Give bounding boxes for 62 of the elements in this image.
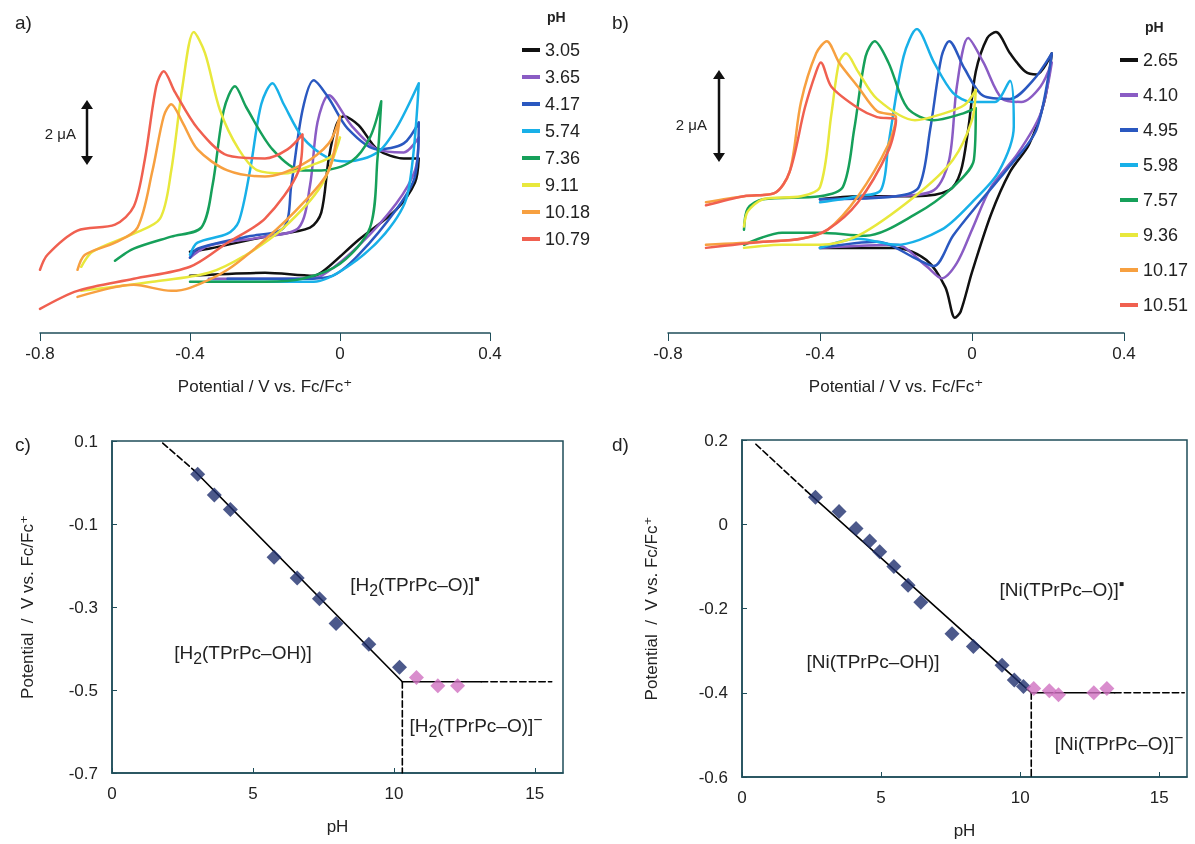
y-tick-label: -0.2 (698, 599, 728, 618)
y-tick-label: -0.6 (698, 767, 728, 787)
y-tick-label: -0.7 (68, 763, 98, 783)
x-tick-label: 10 (1010, 788, 1030, 807)
legend-label: 5.74 (545, 121, 581, 141)
y-tick-label: 0 (718, 514, 728, 534)
x-tick-label: 0.4 (478, 344, 502, 363)
x-tick-label: 5 (876, 788, 886, 807)
x-tick-label: 10 (384, 784, 404, 803)
legend-label: 4.95 (1143, 120, 1179, 140)
y-tick-label: -0.4 (698, 683, 728, 703)
annotation: 2 μA (44, 124, 76, 142)
annotation: [H$_{2}$(TPrPc–O)]$^{−}$ (409, 710, 543, 742)
x-tick-label: -0.8 (25, 344, 55, 363)
x-axis-title: pH (953, 821, 976, 840)
x-tick-label: 0.4 (1112, 344, 1136, 363)
legend-label: 4.10 (1143, 85, 1179, 105)
annotation: [H$_{2}$(TPrPc–OH)] (174, 642, 312, 668)
legend-title: pH (1145, 19, 1164, 35)
y-axis-title: Potential / V vs. Fc/Fc⁺ (642, 516, 661, 701)
x-axis-title: Potential / V vs. Fc/Fc⁺ (177, 377, 353, 396)
legend-label: 4.17 (545, 94, 581, 114)
chart-title: d) (612, 434, 629, 455)
legend-label: 2.65 (1143, 50, 1179, 70)
x-tick-label: 5 (248, 784, 258, 803)
annotation: [H$_{2}$(TPrPc–O)]$^{▪}$ (350, 569, 480, 601)
x-axis-title: pH (326, 817, 349, 836)
chart-title: c) (15, 434, 31, 455)
legend-label: 5.98 (1143, 155, 1179, 175)
y-tick-label: 0.1 (74, 431, 98, 451)
legend-label: 10.17 (1143, 260, 1189, 280)
x-tick-label: 0 (107, 784, 117, 803)
legend-label: 9.36 (1143, 225, 1179, 245)
legend-label: 10.18 (545, 202, 591, 222)
legend-label: 7.36 (545, 148, 581, 168)
x-tick-label: -0.4 (805, 344, 835, 363)
annotation: [Ni(TPrPc–O)]$^{▪}$ (999, 574, 1125, 602)
y-tick-label: -0.5 (68, 680, 98, 700)
y-tick-label: -0.1 (68, 514, 98, 534)
x-tick-label: 0 (967, 344, 977, 363)
x-tick-label: 15 (525, 784, 545, 803)
annotation: [Ni(TPrPc–OH)] (806, 651, 940, 673)
chart-title: b) (612, 12, 629, 33)
legend-label: 10.51 (1143, 295, 1189, 315)
x-tick-label: 0 (737, 788, 747, 807)
legend-label: 7.57 (1143, 190, 1179, 210)
x-tick-label: 0 (335, 344, 345, 363)
chart-title: a) (15, 12, 32, 33)
x-tick-label: -0.8 (653, 344, 683, 363)
legend-label: 9.11 (545, 175, 579, 195)
y-tick-label: -0.3 (68, 597, 98, 617)
legend-label: 10.79 (545, 229, 591, 249)
legend-title: pH (547, 9, 566, 25)
x-tick-label: 15 (1149, 788, 1169, 807)
y-axis-title: Potential / V vs. Fc/Fc⁺ (18, 515, 37, 699)
y-tick-label: 0.2 (704, 430, 728, 450)
annotation: 2 μA (675, 115, 707, 133)
legend-label: 3.05 (545, 40, 581, 60)
legend-label: 3.65 (545, 67, 581, 87)
x-tick-label: -0.4 (175, 344, 205, 363)
x-axis-title: Potential / V vs. Fc/Fc⁺ (808, 377, 984, 396)
annotation: [Ni(TPrPc–O)]$^{−}$ (1054, 728, 1184, 756)
